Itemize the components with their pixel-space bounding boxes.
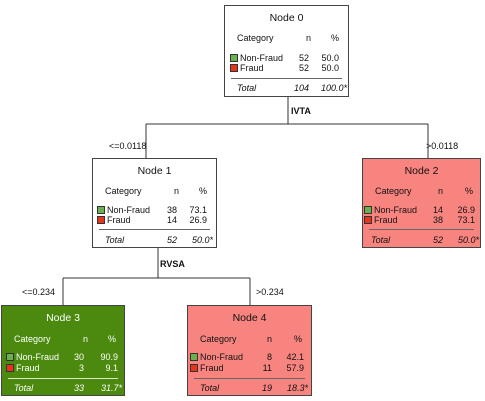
header-pct: %: [330, 33, 339, 43]
node-title: Node 3: [46, 312, 80, 324]
split-left-label-node1: <=0.0118: [109, 141, 147, 151]
node-1[interactable]: Node 1 Category n % Non-Fraud 38 73.1 Fr…: [92, 158, 217, 248]
header-category: Category: [237, 33, 274, 43]
header-n: n: [266, 334, 272, 344]
fraud-swatch-icon: [97, 216, 105, 224]
node-title: Node 2: [404, 165, 439, 177]
header-n: n: [82, 334, 88, 344]
non-fraud-swatch-icon: [97, 206, 105, 214]
non-fraud-swatch-icon: [364, 206, 372, 214]
fraud-swatch-icon: [190, 364, 198, 372]
header-category: Category: [14, 334, 51, 344]
row-fraud: Fraud 14 26.9: [93, 215, 216, 226]
row-fraud: Fraud 3 9.1: [2, 363, 124, 374]
row-total: Total 33 31.7*: [14, 383, 122, 393]
row-non-fraud: Non-Fraud 8 42.1: [188, 352, 311, 363]
row-total: Total 52 50.0*: [105, 235, 213, 245]
row-non-fraud: Non-Fraud 52 50.0: [225, 53, 348, 64]
non-fraud-swatch-icon: [6, 353, 14, 361]
header-n: n: [173, 186, 179, 196]
fraud-swatch-icon: [6, 364, 14, 372]
row-non-fraud: Non-Fraud 14 26.9: [363, 205, 480, 216]
split-variable-rvsa: RVSA: [160, 259, 185, 269]
row-non-fraud: Non-Fraud 30 90.9: [2, 352, 124, 363]
header-pct: %: [293, 334, 302, 344]
row-total: Total 19 18.3*: [200, 383, 308, 393]
node-3[interactable]: Node 3 Category n % Non-Fraud 30 90.9 Fr…: [1, 305, 125, 396]
header-pct: %: [107, 334, 116, 344]
header-category: Category: [200, 334, 237, 344]
node-0[interactable]: Node 0 Category n % Non-Fraud 52 50.0 Fr…: [224, 5, 349, 97]
header-n: n: [437, 186, 443, 196]
header-n: n: [305, 33, 311, 43]
split-right-label-node4: >0.234: [256, 287, 284, 297]
node-title: Node 4: [232, 312, 267, 324]
split-variable-ivta: IVTA: [291, 106, 311, 116]
row-fraud: Fraud 11 57.9: [188, 363, 311, 374]
fraud-swatch-icon: [230, 64, 238, 72]
split-right-label-node2: >0.0118: [426, 141, 459, 151]
node-2[interactable]: Node 2 Category n % Non-Fraud 14 26.9 Fr…: [362, 158, 481, 248]
row-total: Total 52 50.0*: [371, 235, 479, 245]
non-fraud-swatch-icon: [230, 54, 238, 62]
row-total: Total 104 100.0*: [237, 83, 347, 93]
header-category: Category: [375, 186, 412, 196]
row-fraud: Fraud 38 73.1: [363, 215, 480, 226]
header-pct: %: [464, 186, 473, 196]
node-title: Node 1: [137, 165, 172, 177]
row-non-fraud: Non-Fraud 38 73.1: [93, 205, 216, 216]
row-fraud: Fraud 52 50.0: [225, 63, 348, 74]
non-fraud-swatch-icon: [190, 353, 198, 361]
header-pct: %: [198, 186, 207, 196]
split-left-label-node3: <=0.234: [22, 287, 56, 297]
node-4[interactable]: Node 4 Category n % Non-Fraud 8 42.1 Fra…: [187, 305, 312, 396]
node-title: Node 0: [269, 12, 304, 24]
header-category: Category: [105, 186, 142, 196]
fraud-swatch-icon: [364, 216, 372, 224]
